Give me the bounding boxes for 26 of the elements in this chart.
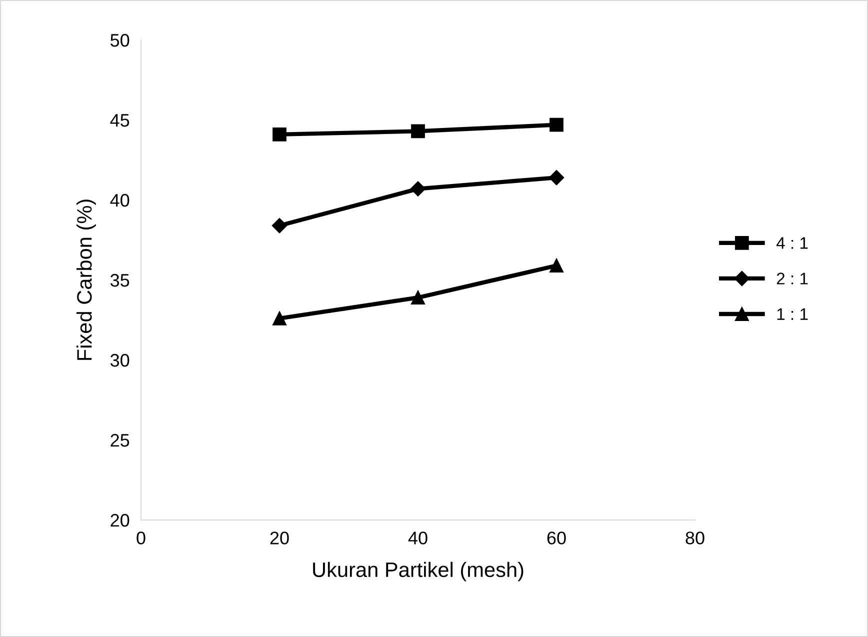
point: [411, 124, 425, 138]
point: [272, 218, 288, 234]
point: [410, 181, 426, 196]
y-tick-label: 20: [110, 514, 130, 527]
x-tick-label: 40: [408, 532, 428, 544]
legend-label: 2 : 1: [776, 272, 808, 284]
point: [550, 258, 564, 273]
point: [272, 311, 286, 326]
x-tick-label: 20: [270, 532, 289, 544]
y-tick-label: 45: [110, 114, 130, 127]
point: [272, 127, 286, 142]
point: [548, 170, 564, 186]
x-tick-label: 0: [136, 532, 146, 544]
y-tick-label: 25: [110, 434, 130, 447]
y-tick-label: 40: [110, 194, 130, 207]
x-tick-label: 60: [547, 532, 566, 544]
y-tick-label: 50: [110, 34, 130, 47]
legend-label: 4 : 1: [776, 237, 808, 249]
legend-label: 1 : 1: [777, 308, 808, 320]
point: [411, 290, 425, 305]
y-axis-title: Fixed Carbon (%): [76, 200, 96, 360]
x-axis-title: Ukuran Partikel (mesh): [313, 562, 524, 582]
point: [550, 118, 564, 132]
x-tick-label: 80: [686, 532, 704, 544]
y-tick-label: 35: [110, 274, 130, 287]
y-tick-label: 30: [110, 354, 130, 367]
